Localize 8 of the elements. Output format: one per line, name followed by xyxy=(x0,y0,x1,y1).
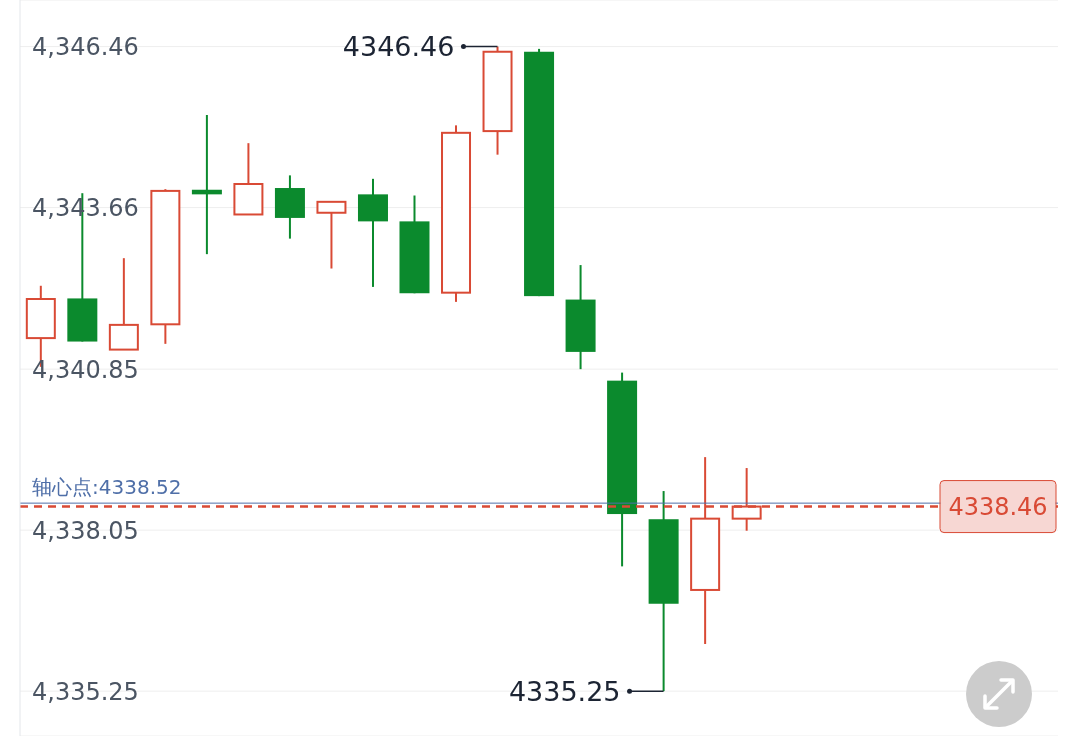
annotation: 4335.25 xyxy=(508,675,621,707)
y-tick-label: 4,335.25 xyxy=(32,677,139,706)
annotation: 4346.46 xyxy=(342,31,455,63)
y-tick-label: 4,346.46 xyxy=(32,33,139,62)
y-tick-label: 4,338.05 xyxy=(32,516,139,545)
ref-line-label: 4338.46 xyxy=(948,492,1048,521)
y-tick-label: 4,340.85 xyxy=(32,355,139,384)
ref-line-label: 轴心点:4338.52 xyxy=(32,475,182,500)
